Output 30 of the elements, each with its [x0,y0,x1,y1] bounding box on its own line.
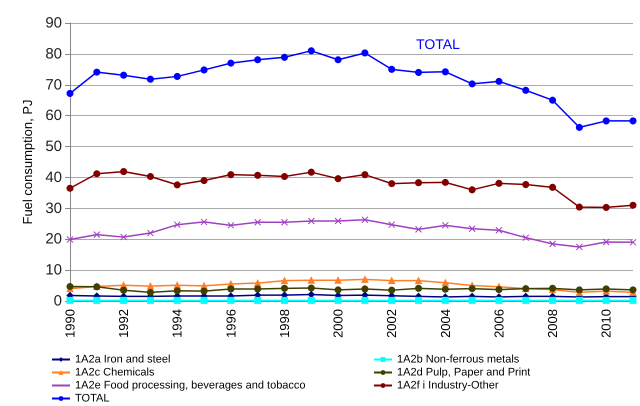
legend-label: 1A2a Iron and steel [75,354,170,366]
y-tick-label: 20 [45,230,62,248]
x-tick-label: 1992 [116,309,132,338]
y-tick-label: 30 [45,200,62,217]
x-tick-label: 2008 [545,309,560,338]
x-tick-label: 2004 [438,309,453,338]
legend-label: TOTAL [75,392,110,404]
x-tick-label: 2006 [491,309,506,338]
legend-label: 1A2b Non-ferrous metals [397,354,520,366]
y-tick-label: 80 [45,45,62,62]
x-tick-label: 1994 [170,309,185,338]
x-tick-label: 2010 [598,309,614,338]
legend-label: 1A2e Food processing, beverages and tobacco [75,380,306,392]
x-tick-label: 2002 [384,309,400,338]
legend-label: 1A2d Pulp, Paper and Print [397,366,530,378]
y-tick-label: 40 [45,168,62,186]
y-tick-label: 90 [45,14,62,32]
y-tick-label: 70 [45,76,62,94]
legend-label: 1A2c Chemicals [75,366,155,378]
annotation: TOTAL [416,36,460,52]
y-axis-title: Fuel consumption, PJ [20,99,35,225]
x-tick-label: 2000 [330,309,346,338]
y-tick-label: 0 [54,292,62,310]
legend-label: 1A2f i Industry-Other [397,380,499,392]
y-tick-label: 50 [45,138,62,156]
x-tick-label: 1996 [223,309,238,338]
x-tick-label: 1998 [276,309,292,338]
y-tick-label: 60 [45,107,62,124]
y-tick-label: 10 [45,262,62,279]
x-tick-label: 1990 [62,309,78,338]
